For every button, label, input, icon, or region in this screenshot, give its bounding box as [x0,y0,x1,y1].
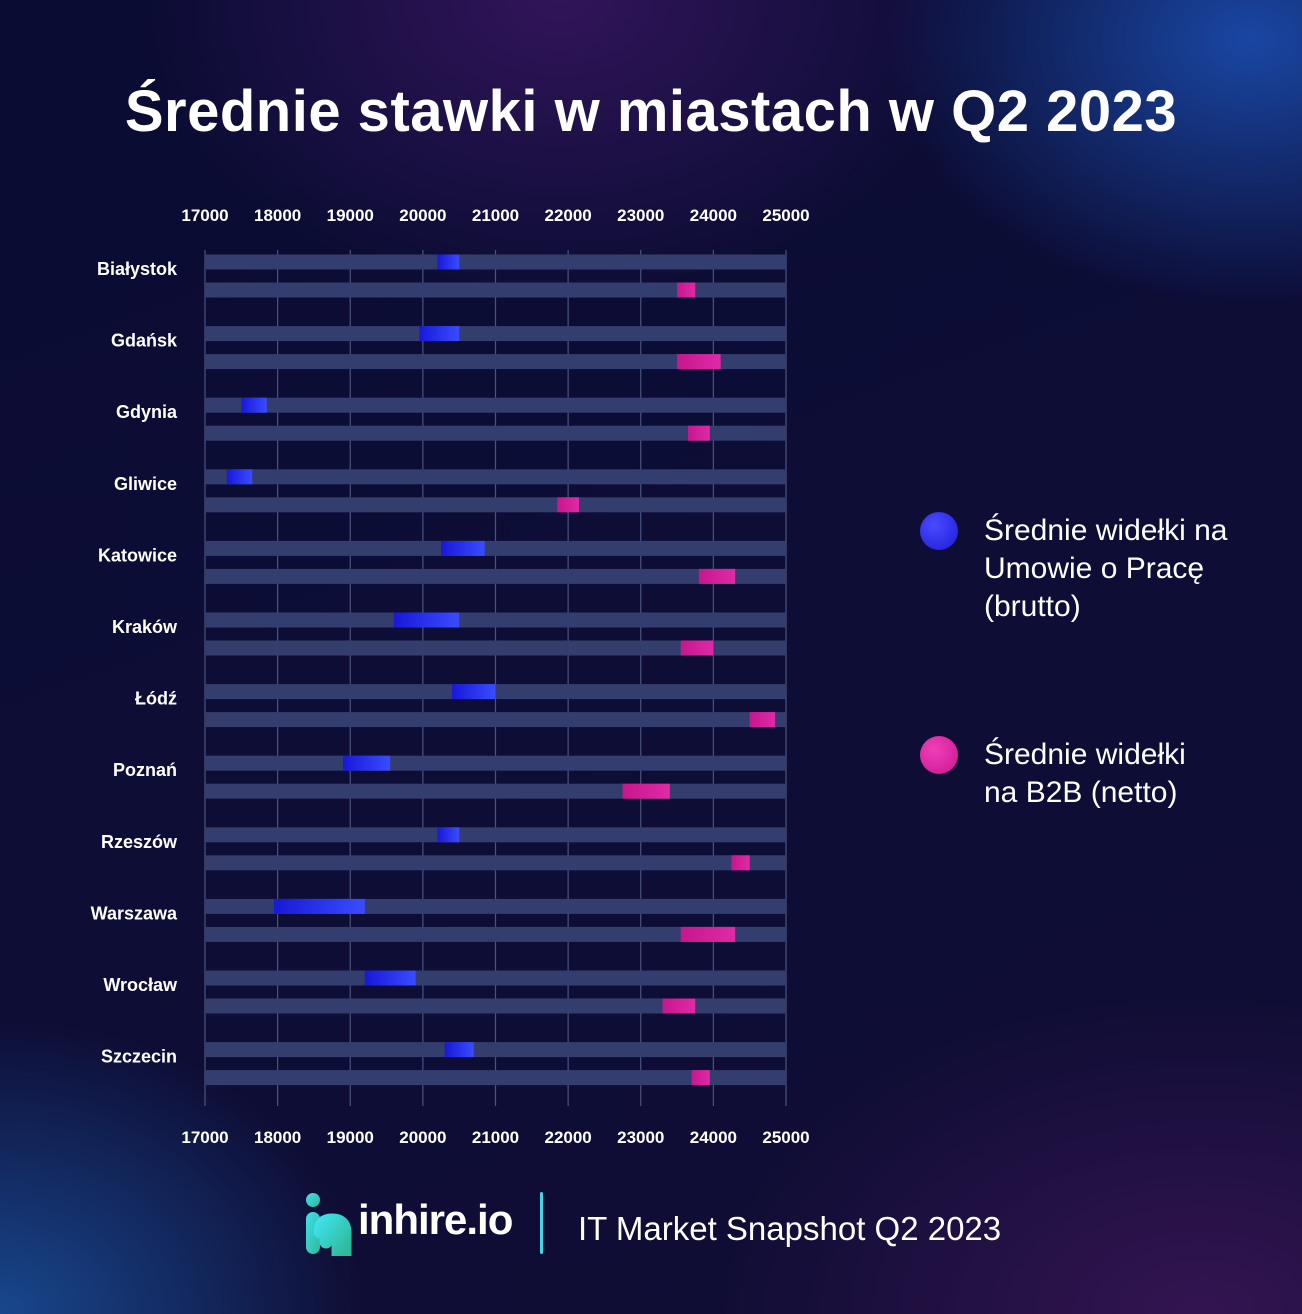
uop-bar-Wrocław [364,970,416,986]
b2b-bar-Kraków [680,640,714,656]
b2b-bar-Szczecin [691,1070,710,1086]
track-Rzeszów-1 [205,855,786,871]
city-label-Wrocław: Wrocław [103,975,178,995]
range-bars [226,254,776,1086]
track-Poznań-1 [205,783,786,799]
uop-bar-Gliwice [226,469,253,485]
city-label-Łódź: Łódź [135,689,177,709]
range-bar-chart: 17000 17000 18000 18000 19000 19000 20000 20000… [91,206,810,1147]
footer-divider [540,1192,543,1254]
city-label-Rzeszów: Rzeszów [101,832,178,852]
logo-wordmark: inhire.io [358,1196,513,1243]
x-tick-top-22000: 22000 [544,206,591,225]
footer: inhire.io IT Market Snapshot Q2 2023 [0,1190,1302,1260]
b2b-bar-Warszawa [680,926,736,942]
uop-bar-Łódź [451,684,496,700]
x-tick-top-17000: 17000 [181,206,228,225]
track-Poznań-0 [205,755,786,771]
b2b-bar-Rzeszów [731,855,750,871]
uop-bar-Szczecin [444,1042,474,1058]
b2b-bar-Poznań [622,783,670,799]
track-Łódź-1 [205,712,786,728]
uop-bar-Białystok [437,254,460,270]
track-Kraków-0 [205,612,786,628]
b2b-bar-Łódź [749,712,776,728]
uop-bar-Kraków [393,612,460,628]
city-label-Gliwice: Gliwice [114,474,177,494]
track-Kraków-1 [205,640,786,656]
x-tick-top-19000: 19000 [327,206,374,225]
x-tick-top-20000: 20000 [399,206,446,225]
track-Katowice-1 [205,568,786,584]
uop-bar-Rzeszów [437,827,460,843]
legend-b2b-marker [920,736,958,774]
x-tick-bottom-22000: 22000 [544,1128,591,1147]
legend-item-b2b: Średnie widełki na B2B (netto) [920,736,1220,812]
b2b-bar-Wrocław [662,998,696,1014]
x-tick-top-18000: 18000 [254,206,301,225]
b2b-bar-Gdańsk [677,354,721,370]
track-Rzeszów-0 [205,827,786,843]
city-label-Szczecin: Szczecin [101,1047,177,1067]
track-Wrocław-1 [205,998,786,1014]
track-Gdańsk-1 [205,354,786,370]
track-Białystok-1 [205,282,786,298]
track-Gdynia-0 [205,397,786,413]
x-tick-top-23000: 23000 [617,206,664,225]
track-Katowice-0 [205,540,786,556]
track-Gdańsk-0 [205,326,786,342]
inhire-logo-icon [306,1193,352,1256]
legend-item-uop: Średnie widełki na Umowie o Pracę (brutt… [920,512,1260,626]
x-tick-bottom-18000: 18000 [254,1128,301,1147]
x-tick-bottom-24000: 24000 [690,1128,737,1147]
axis-labels: 17000 17000 18000 18000 19000 19000 20000 20000… [91,206,810,1147]
b2b-bar-Białystok [677,282,696,298]
city-label-Gdynia: Gdynia [116,402,178,422]
track-Szczecin-1 [205,1070,786,1086]
x-tick-bottom-19000: 19000 [327,1128,374,1147]
x-tick-bottom-25000: 25000 [762,1128,809,1147]
b2b-bar-Gliwice [557,497,580,513]
grid-lines [204,250,787,1106]
x-tick-top-24000: 24000 [690,206,737,225]
x-tick-bottom-21000: 21000 [472,1128,519,1147]
city-label-Warszawa: Warszawa [91,903,178,923]
legend-uop-label: Średnie widełki na Umowie o Pracę (brutt… [984,514,1228,623]
city-label-Katowice: Katowice [98,545,177,565]
chart-title: Średnie stawki w miastach w Q2 2023 [124,79,1178,144]
x-tick-top-25000: 25000 [762,206,809,225]
city-label-Kraków: Kraków [112,617,178,637]
b2b-bar-Gdynia [687,425,710,441]
track-Białystok-0 [205,254,786,270]
city-label-Poznań: Poznań [113,760,177,780]
b2b-bar-Katowice [698,568,736,584]
uop-bar-Katowice [441,540,485,556]
uop-bar-Gdynia [241,397,267,413]
track-Szczecin-0 [205,1042,786,1058]
legend-b2b-label: Średnie widełki na B2B (netto) [984,738,1186,809]
uop-bar-Gdańsk [419,326,460,342]
track-Warszawa-1 [205,926,786,942]
track-Gliwice-0 [205,469,786,485]
x-tick-top-21000: 21000 [472,206,519,225]
track-Gdynia-1 [205,425,786,441]
x-tick-bottom-17000: 17000 [181,1128,228,1147]
track-Wrocław-0 [205,970,786,986]
x-tick-bottom-23000: 23000 [617,1128,664,1147]
city-label-Gdańsk: Gdańsk [111,331,178,351]
footer-caption: IT Market Snapshot Q2 2023 [578,1210,1002,1247]
uop-bar-Warszawa [273,898,365,914]
uop-bar-Poznań [342,755,391,771]
track-Gliwice-1 [205,497,786,513]
city-label-Białystok: Białystok [97,259,178,279]
x-tick-bottom-20000: 20000 [399,1128,446,1147]
legend-uop-marker [920,512,958,550]
